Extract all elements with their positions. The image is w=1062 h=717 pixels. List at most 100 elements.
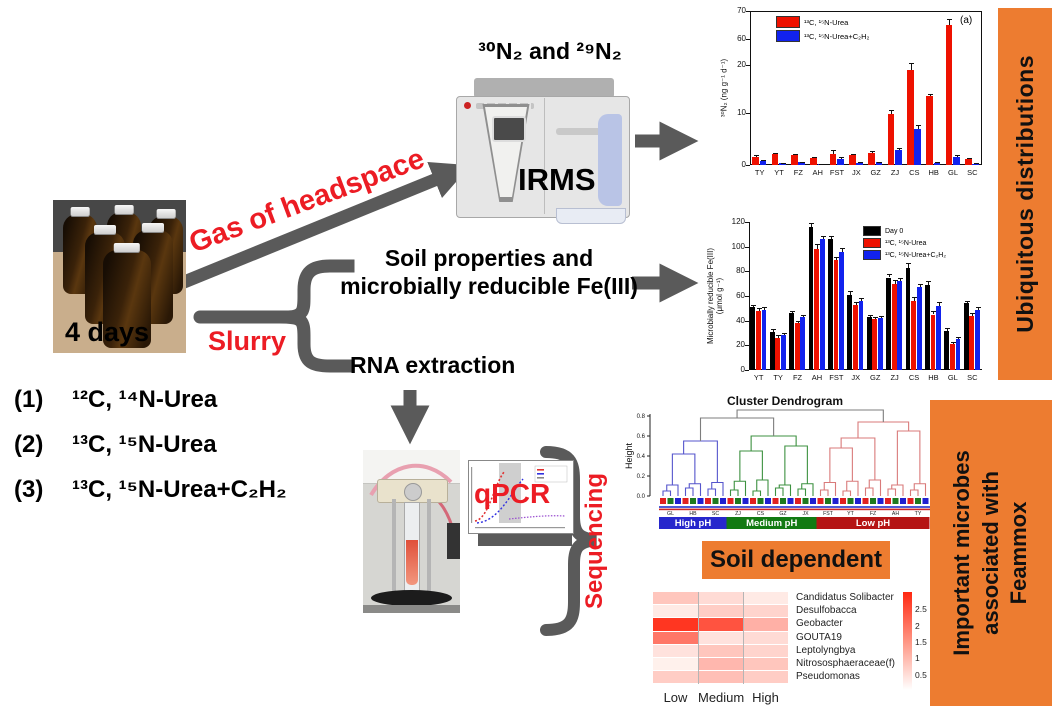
dendrogram-y-tick-label: 0.4 — [637, 454, 646, 460]
heatmap-cell — [653, 658, 698, 671]
error-bar — [816, 244, 818, 250]
plot-area — [750, 11, 982, 165]
error-cap — [814, 244, 820, 246]
genus-heatmap: Candidatus Solibacter Desulfobacca Geobact… — [645, 590, 945, 715]
error-bar — [972, 313, 974, 316]
dendrogram-branch — [891, 484, 904, 496]
sample-label: HB — [689, 511, 697, 517]
replicate-square — [915, 498, 921, 504]
heatmap-cell — [743, 671, 788, 684]
bar-JX — [847, 294, 853, 370]
colorbar-tick-label: 1 — [915, 653, 920, 664]
heatmap-col-label: High — [752, 690, 779, 706]
dendrogram-branch — [671, 453, 696, 485]
error-cap — [811, 157, 817, 159]
ph-group-bar — [659, 517, 727, 529]
sequencing-label-wrap: Sequencing — [580, 466, 610, 616]
error-bar — [939, 302, 941, 306]
dendrogram-y-tick-label: 0.6 — [637, 434, 646, 440]
y-tick-mark — [745, 222, 749, 223]
heatmap-row-label: Pseudomonas — [796, 671, 860, 683]
error-bar — [891, 109, 893, 114]
error-cap — [877, 161, 883, 163]
sample-label: AH — [892, 511, 899, 517]
heatmap-cell — [743, 592, 788, 605]
error-bar — [855, 302, 857, 305]
replicate-square — [907, 498, 914, 504]
error-bar — [753, 304, 755, 308]
y-tick-label: 70 — [737, 6, 746, 15]
soil-dependent-label: Soil dependent — [709, 546, 882, 573]
heatmap-cell — [653, 631, 698, 644]
y-tick-mark — [745, 370, 749, 371]
error-bar — [791, 310, 793, 314]
x-tick-label: YT — [774, 168, 784, 177]
sample-label: JX — [802, 511, 809, 517]
treatment-item-1: (1) ¹²C, ¹⁴N-Urea — [14, 386, 287, 414]
replicate-square — [810, 498, 816, 504]
bar-FZ — [798, 162, 806, 165]
sample-label: FZ — [870, 511, 876, 517]
error-bar — [869, 314, 871, 317]
error-bar — [833, 149, 835, 154]
sample-label: SC — [712, 511, 719, 517]
heatmap-row-label: GOUTA19 — [796, 631, 842, 643]
error-bar — [947, 328, 949, 331]
error-bar — [783, 333, 785, 336]
x-tick-label: YT — [753, 373, 764, 382]
irms-door-line — [544, 98, 545, 214]
error-bar — [977, 307, 979, 310]
bar-AH — [810, 158, 817, 165]
error-bar — [830, 235, 832, 240]
x-tick-label: JX — [851, 168, 861, 177]
bar-YT — [755, 310, 761, 370]
error-cap — [789, 310, 795, 312]
replicate-square — [802, 498, 809, 504]
slurry-fork-lower — [279, 310, 355, 373]
error-bar — [927, 281, 929, 285]
replicate-square — [742, 498, 749, 504]
error-cap — [773, 152, 779, 154]
legend-label: Day 0 — [885, 227, 904, 235]
bar-GZ — [878, 318, 883, 370]
error-cap — [859, 298, 865, 300]
ph-group-bar — [726, 517, 817, 529]
bar-FST — [839, 251, 844, 370]
dendrogram-branch — [887, 488, 897, 496]
legend-label: ¹³C, ¹⁵N-Urea — [885, 239, 927, 247]
y-tick-mark — [745, 296, 749, 297]
dendrogram-branch — [756, 479, 769, 496]
error-cap — [917, 283, 923, 285]
heatmap-cell — [743, 605, 788, 618]
error-bar — [764, 307, 766, 310]
replicate-square — [877, 498, 884, 504]
y-tick-label: 80 — [736, 266, 745, 276]
plot-area — [749, 222, 982, 370]
error-bar — [880, 315, 882, 319]
bar-SC — [963, 303, 969, 370]
x-tick-label: GZ — [869, 373, 881, 382]
error-cap — [954, 155, 960, 157]
replicate-square — [667, 498, 674, 504]
x-tick-label: HB — [928, 168, 939, 177]
irms-display-screen — [492, 116, 526, 142]
heatmap-cell — [743, 644, 788, 657]
error-bar — [894, 279, 896, 284]
replicate-square — [682, 498, 689, 504]
bar-JX — [852, 304, 858, 370]
y-tick-label: 60 — [736, 291, 745, 300]
bar-SC — [975, 309, 980, 370]
dendrogram-branch — [750, 435, 797, 451]
monitor-shape — [447, 523, 460, 560]
replicate-square — [772, 498, 779, 504]
replicate-square — [900, 498, 906, 504]
x-tick-label: ZJ — [890, 373, 899, 382]
y-tick-mark — [745, 345, 749, 347]
replicate-square — [855, 498, 861, 504]
error-cap — [898, 277, 904, 279]
legend-swatch — [776, 30, 800, 42]
dendrogram-branch — [699, 417, 775, 441]
error-cap — [858, 162, 864, 164]
error-cap — [927, 94, 933, 96]
dendrogram-branch — [842, 490, 852, 496]
